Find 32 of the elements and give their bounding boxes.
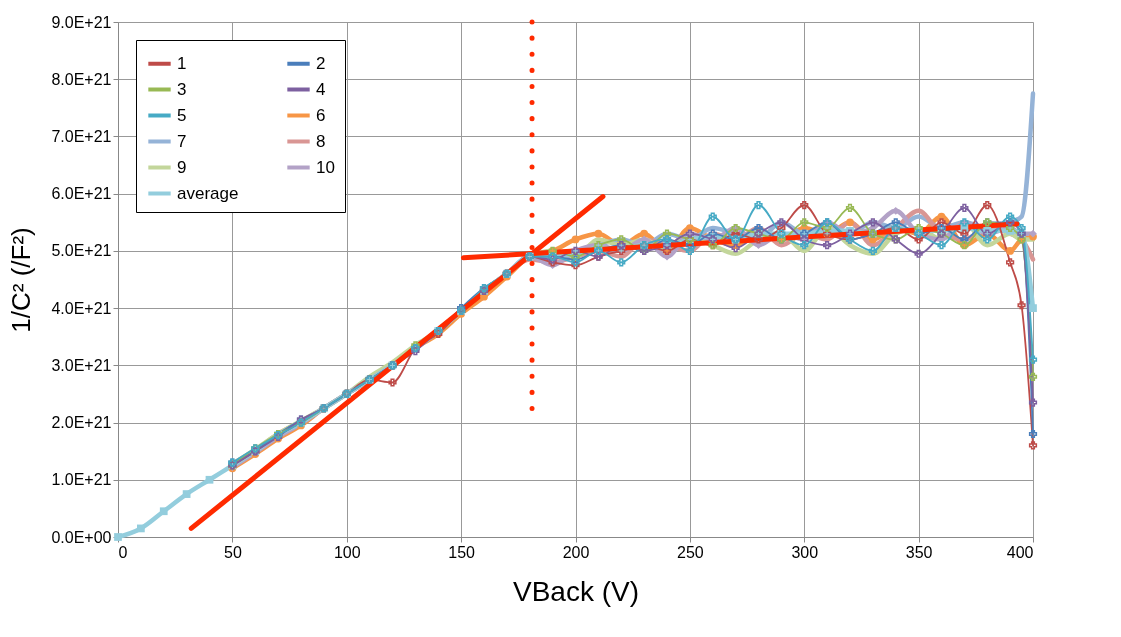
y-tick-label: 6.0E+21 [51,185,112,203]
x-axis-title: VBack (V) [512,575,640,607]
legend-label: 5 [177,105,187,125]
legend-label: average [177,183,239,203]
x-tick-label: 200 [562,543,590,561]
y-tick-label: 8.0E+21 [51,70,112,88]
x-tick-label: 100 [333,543,361,561]
y-axis-title: 1/C² (/F²) [6,227,37,333]
y-tick-label: 5.0E+21 [51,242,112,260]
x-tick-label: 400 [1006,543,1034,561]
legend-label: 9 [177,157,187,177]
x-tick-label: 150 [448,543,476,561]
legend-label: 6 [316,105,326,125]
y-tick-label: 1.0E+21 [51,471,112,489]
y-tick-label: 2.0E+21 [51,414,112,432]
legend-label: 7 [177,131,187,151]
legend-label: 2 [316,53,326,73]
y-tick-label: 7.0E+21 [51,127,112,145]
x-tick-label: 0 [118,543,128,561]
y-tick-label: 4.0E+21 [51,299,112,317]
legend-label: 4 [316,79,326,99]
legend-label: 3 [177,79,187,99]
legend-label: 1 [177,53,187,73]
x-tick-label: 50 [223,543,242,561]
x-tick-label: 350 [905,543,933,561]
y-tick-label: 0.0E+00 [51,528,112,546]
x-tick-label: 250 [677,543,704,561]
x-tick-label: 300 [791,543,819,561]
y-tick-label: 3.0E+21 [51,356,112,374]
y-tick-label: 9.0E+21 [51,13,112,31]
legend-label: 10 [316,157,335,177]
legend-label: 8 [316,131,326,151]
